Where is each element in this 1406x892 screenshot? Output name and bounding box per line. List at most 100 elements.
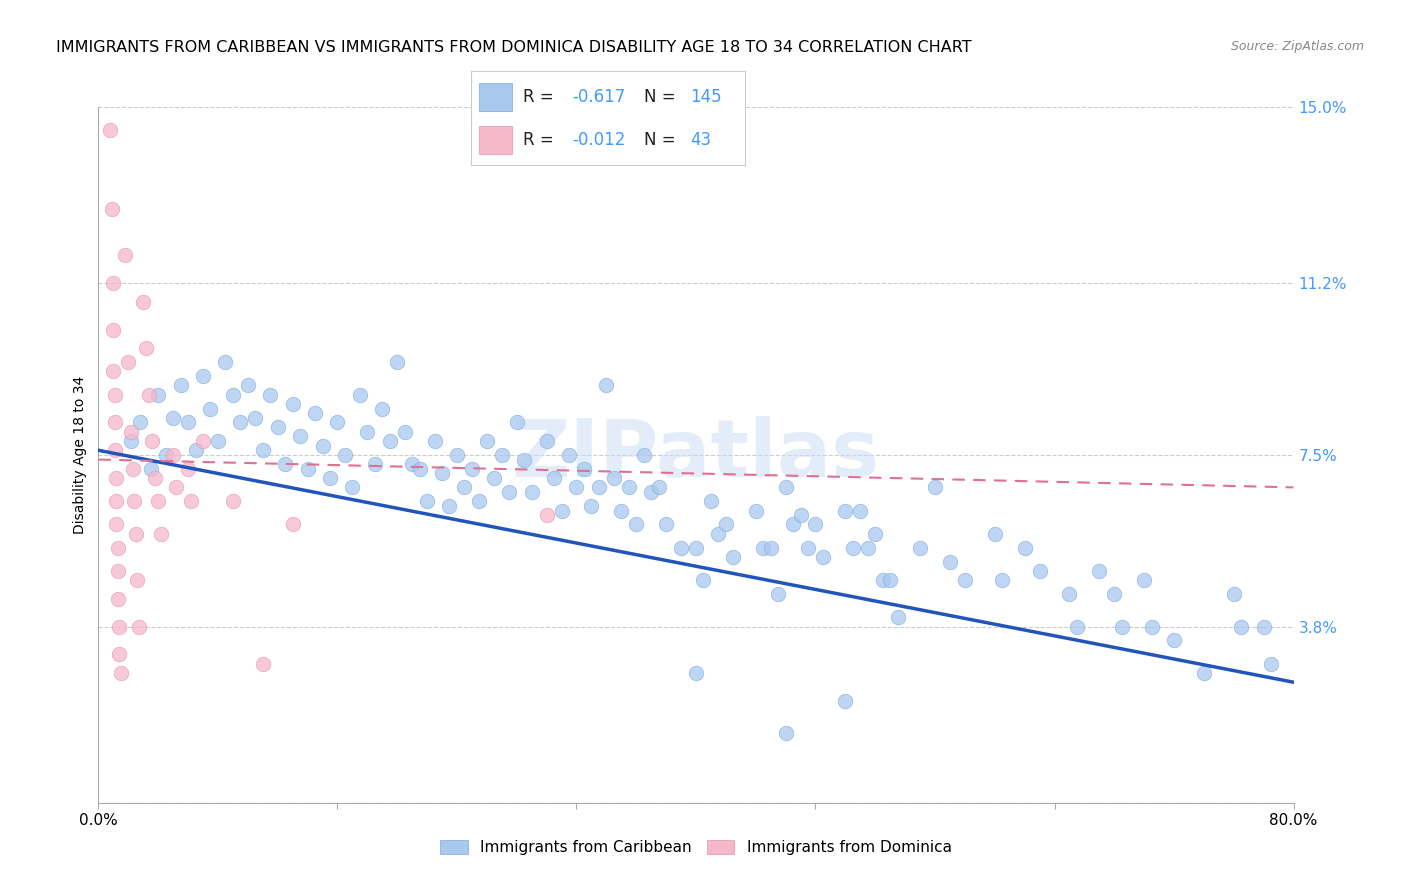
Point <box>453 480 475 494</box>
Point <box>633 448 655 462</box>
Point <box>640 485 662 500</box>
Point <box>984 526 1007 541</box>
Point <box>1133 573 1156 587</box>
Point <box>105 471 128 485</box>
Point <box>558 448 581 462</box>
Point <box>105 494 128 508</box>
Text: N =: N = <box>644 87 681 105</box>
Point <box>132 294 155 309</box>
Point <box>110 665 132 680</box>
Point <box>565 480 588 494</box>
Point <box>245 410 267 425</box>
Point <box>139 462 162 476</box>
Point <box>128 619 150 633</box>
Point <box>105 517 128 532</box>
Point <box>655 517 678 532</box>
Point <box>700 494 723 508</box>
Point <box>177 416 200 430</box>
Point <box>626 517 648 532</box>
Point <box>617 480 640 494</box>
Point <box>326 416 349 430</box>
Point <box>378 434 401 448</box>
Point <box>108 619 131 633</box>
Point <box>588 480 610 494</box>
Point <box>1059 587 1081 601</box>
Point <box>288 429 311 443</box>
Point <box>872 573 894 587</box>
Point <box>1223 587 1246 601</box>
FancyBboxPatch shape <box>479 126 512 153</box>
Point <box>1140 619 1163 633</box>
Point <box>834 503 856 517</box>
Point <box>107 564 129 578</box>
Point <box>107 541 129 555</box>
Point <box>319 471 342 485</box>
Point <box>100 123 122 137</box>
Point <box>513 452 536 467</box>
Point <box>498 485 520 500</box>
Point <box>184 443 207 458</box>
Point <box>200 401 222 416</box>
Point <box>804 517 827 532</box>
Text: -0.617: -0.617 <box>572 87 626 105</box>
Point <box>484 471 506 485</box>
Point <box>834 694 856 708</box>
Point <box>281 517 304 532</box>
Point <box>908 541 931 555</box>
Point <box>180 494 202 508</box>
Point <box>311 439 333 453</box>
Point <box>101 202 124 216</box>
Point <box>169 378 191 392</box>
Point <box>1163 633 1185 648</box>
Point <box>446 448 468 462</box>
Legend: Immigrants from Caribbean, Immigrants from Dominica: Immigrants from Caribbean, Immigrants fr… <box>434 834 957 862</box>
Point <box>177 462 200 476</box>
Point <box>595 378 617 392</box>
Point <box>714 517 737 532</box>
Point <box>162 410 184 425</box>
Point <box>191 434 214 448</box>
Point <box>856 541 879 555</box>
Point <box>274 457 297 471</box>
Point <box>1066 619 1088 633</box>
Point <box>581 499 603 513</box>
Point <box>536 434 558 448</box>
Text: ZIPatlas: ZIPatlas <box>512 416 880 494</box>
Point <box>385 355 409 369</box>
Point <box>394 425 416 439</box>
Point <box>108 648 131 662</box>
Point <box>506 416 529 430</box>
Point <box>222 494 245 508</box>
Point <box>401 457 423 471</box>
Point <box>135 341 157 355</box>
Point <box>572 462 595 476</box>
Text: Source: ZipAtlas.com: Source: ZipAtlas.com <box>1230 40 1364 54</box>
Point <box>745 503 768 517</box>
Point <box>103 277 125 291</box>
Text: -0.012: -0.012 <box>572 131 626 149</box>
Point <box>953 573 976 587</box>
Point <box>364 457 387 471</box>
Point <box>143 471 166 485</box>
Point <box>939 555 962 569</box>
Point <box>252 443 274 458</box>
Point <box>155 448 177 462</box>
Point <box>782 517 804 532</box>
Point <box>207 434 229 448</box>
Point <box>685 541 707 555</box>
Point <box>1192 665 1215 680</box>
Text: R =: R = <box>523 87 560 105</box>
Point <box>468 494 491 508</box>
Point <box>610 503 633 517</box>
Point <box>214 355 236 369</box>
Point <box>222 387 245 401</box>
Point <box>991 573 1014 587</box>
Point <box>924 480 946 494</box>
Point <box>647 480 669 494</box>
Point <box>342 480 364 494</box>
Point <box>148 387 170 401</box>
Point <box>124 494 146 508</box>
FancyBboxPatch shape <box>479 83 512 111</box>
Point <box>252 657 274 671</box>
Point <box>304 406 326 420</box>
